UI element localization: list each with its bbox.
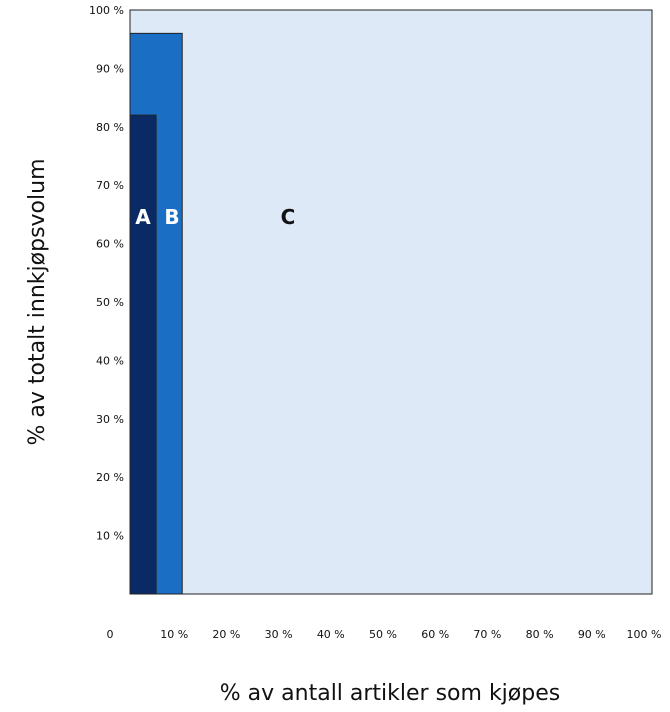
x-tick-label: 60 %	[421, 628, 449, 641]
x-tick-label: 10 %	[160, 628, 188, 641]
y-tick-label: 30 %	[96, 413, 124, 426]
x-tick-label: 30 %	[265, 628, 293, 641]
y-tick-label: 90 %	[96, 62, 124, 75]
y-tick-label: 80 %	[96, 121, 124, 134]
x-tick-label: 20 %	[212, 628, 240, 641]
y-tick-label: 40 %	[96, 354, 124, 367]
x-tick-group: 0 10 % 20 % 30 % 40 % 50 % 60 % 70 % 80 % 90 % 100…	[107, 628, 662, 641]
y-tick-label: 60 %	[96, 238, 124, 251]
x-axis-title: % av antall artikler som kjøpes	[220, 681, 560, 706]
segment-label-b: B	[164, 205, 179, 229]
y-tick-label: 10 %	[96, 530, 124, 543]
x-tick-label: 70 %	[473, 628, 501, 641]
segment-label-c: C	[281, 205, 296, 229]
segment-label-a: A	[135, 205, 151, 229]
y-tick-label: 20 %	[96, 471, 124, 484]
x-tick-label: 90 %	[578, 628, 606, 641]
y-tick-group: 10 % 20 % 30 % 40 % 50 % 60 % 70 % 80 % 90 % 100 …	[89, 4, 124, 543]
y-tick-label: 100 %	[89, 4, 124, 17]
y-tick-label: 50 %	[96, 296, 124, 309]
segment-c	[129, 9, 653, 595]
x-tick-label: 40 %	[317, 628, 345, 641]
y-axis-title: % av totalt innkjøpsvolum	[25, 158, 50, 445]
x-tick-label: 50 %	[369, 628, 397, 641]
x-tick-label: 100 %	[627, 628, 662, 641]
segment-a	[129, 114, 157, 595]
x-tick-label: 80 %	[526, 628, 554, 641]
segment-group	[129, 9, 653, 595]
x-tick-label: 0	[107, 628, 114, 641]
y-tick-label: 70 %	[96, 179, 124, 192]
